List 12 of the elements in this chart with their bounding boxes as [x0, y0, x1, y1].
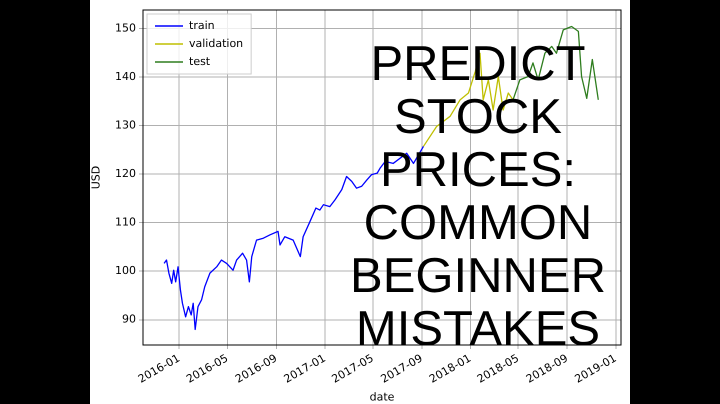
- y-tick-label: 100: [115, 264, 136, 278]
- y-tick-label: 120: [115, 166, 136, 180]
- legend-label: test: [189, 54, 211, 68]
- legend-label: validation: [189, 36, 244, 50]
- y-tick-label: 140: [115, 70, 136, 83]
- y-axis-title: USD: [89, 166, 102, 190]
- x-axis-title: date: [370, 390, 395, 404]
- y-tick-label: 150: [115, 21, 136, 34]
- y-tick-label: 130: [115, 118, 136, 132]
- legend-label: train: [189, 18, 215, 32]
- y-tick-label: 110: [115, 216, 136, 229]
- y-tick-label: 90: [122, 312, 136, 326]
